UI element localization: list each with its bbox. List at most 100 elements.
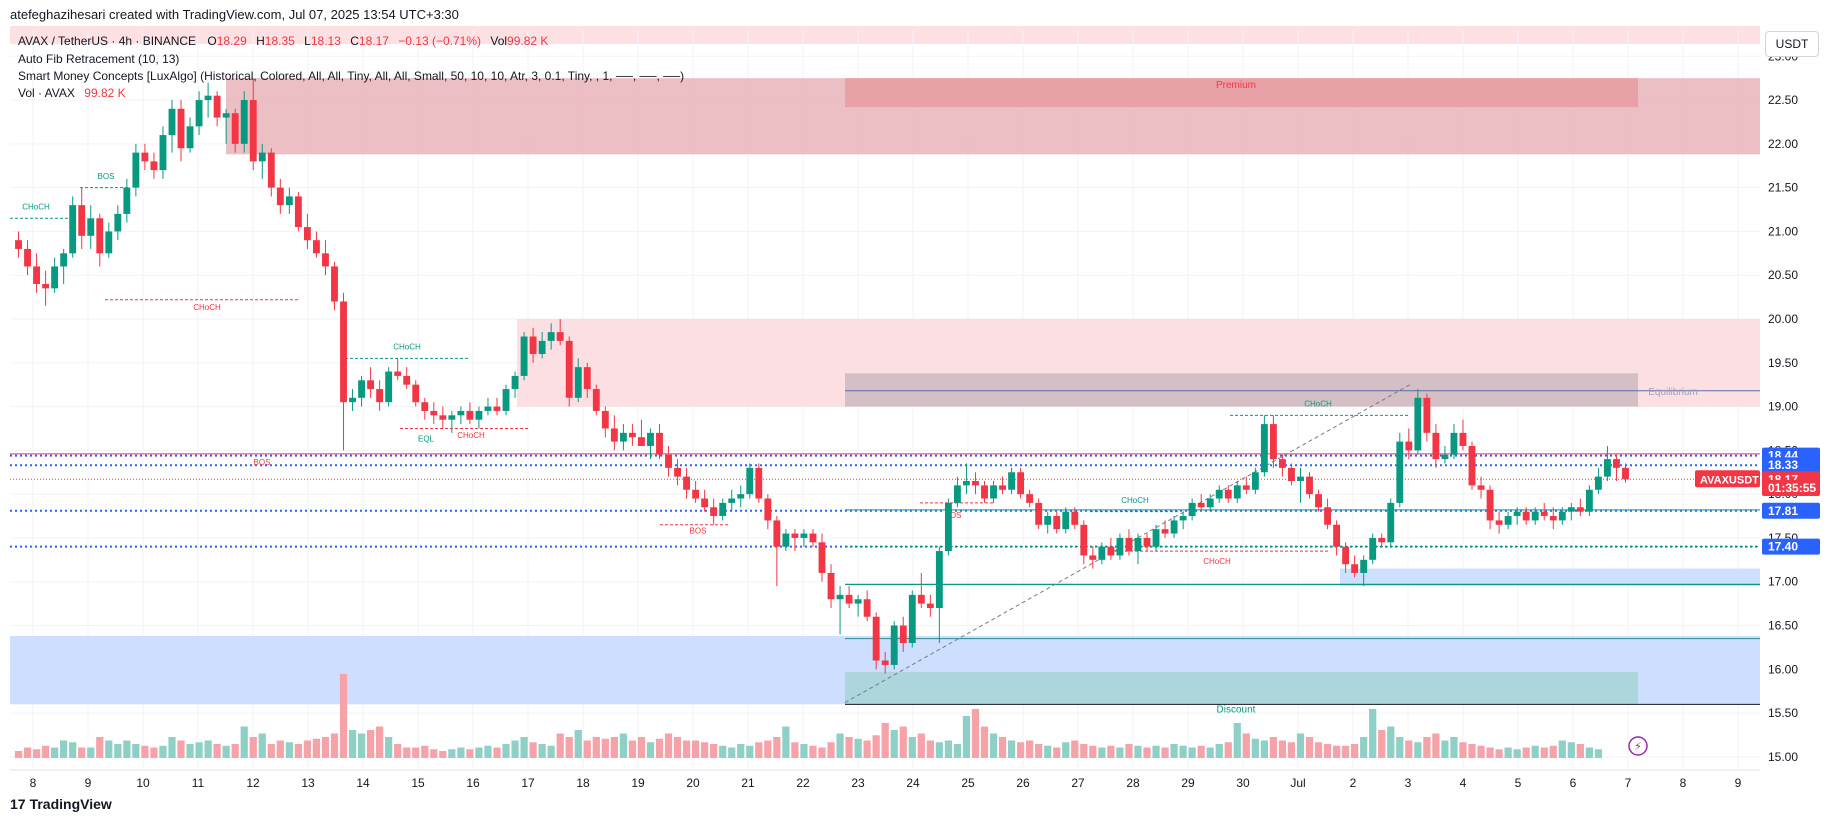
candle-body — [1134, 537, 1142, 552]
price-tick: 19.00 — [1768, 400, 1798, 414]
candle-body — [1206, 498, 1214, 508]
candle-body — [728, 498, 736, 503]
candle-body — [764, 498, 772, 521]
candle-body — [800, 533, 808, 538]
time-tick: 18 — [576, 776, 590, 790]
volume-bar — [1062, 742, 1070, 758]
volume-bar — [1125, 744, 1133, 758]
candle-body — [367, 380, 375, 390]
volume-bar — [1432, 733, 1440, 758]
candle-body — [1387, 502, 1395, 543]
volume-bar — [520, 737, 528, 758]
volume-bar — [168, 737, 176, 758]
candle-body — [186, 126, 194, 149]
candle-body — [990, 485, 997, 499]
candle-body — [1008, 472, 1016, 490]
time-tick: 30 — [1236, 776, 1250, 790]
candle-body — [1459, 432, 1467, 446]
candle-body — [1369, 537, 1377, 560]
candle-body — [619, 432, 627, 442]
volume-bar — [890, 730, 898, 758]
time-tick: 26 — [1016, 776, 1030, 790]
volume-bar — [14, 751, 23, 758]
volume-bar — [1323, 744, 1332, 758]
indicator-smc[interactable]: Smart Money Concepts [LuxAlgo] (Historic… — [18, 69, 685, 83]
volume-bar — [321, 737, 330, 758]
volume-bar — [1305, 737, 1314, 758]
candle-body — [1053, 516, 1061, 530]
candle-body — [1360, 559, 1368, 573]
candle-body — [1486, 489, 1494, 521]
volume-bar — [1459, 742, 1467, 758]
demand-zone — [1340, 568, 1760, 587]
candle-body — [1378, 537, 1386, 543]
volume-bar — [312, 738, 321, 758]
candle-body — [493, 406, 501, 411]
price-tick: 21.50 — [1768, 181, 1798, 195]
volume-bar — [1134, 745, 1142, 758]
candle-body — [538, 340, 546, 355]
candle-body — [628, 432, 636, 438]
time-tick: 27 — [1071, 776, 1085, 790]
candle-body — [15, 240, 22, 249]
volume-bar — [195, 742, 203, 758]
volume-bar — [105, 740, 113, 758]
indicator-volume-value: 99.82 K — [84, 86, 126, 100]
candle-body — [791, 533, 799, 538]
candle-body — [1333, 524, 1341, 547]
candle-body — [827, 572, 835, 600]
candle-body — [565, 340, 573, 398]
volume-bar — [1026, 740, 1034, 758]
tradingview-brand: TradingView — [29, 796, 112, 812]
candle-body — [1080, 524, 1088, 556]
volume-bar — [339, 674, 348, 758]
volume-bar — [1504, 747, 1512, 758]
volume-bar — [1143, 747, 1151, 758]
volume-bar — [547, 745, 555, 758]
volume-bar — [863, 740, 871, 758]
volume-bar — [1513, 749, 1521, 758]
candle-body — [51, 266, 59, 289]
volume-bar — [1396, 737, 1404, 758]
candle-body — [1233, 485, 1241, 499]
volume-bar — [1197, 745, 1205, 758]
candle-body — [908, 594, 916, 644]
volume-bar — [1017, 742, 1025, 758]
volume-bar — [574, 730, 582, 758]
volume-bar — [1387, 726, 1395, 758]
volume-bar — [448, 749, 456, 758]
volume-bar — [1161, 747, 1169, 758]
currency-selector[interactable]: USDT — [1765, 31, 1819, 57]
indicator-volume[interactable]: Vol · AVAX 99.82 K — [18, 86, 126, 100]
candle-body — [141, 152, 149, 162]
volume-bar — [610, 737, 618, 758]
low-label: L — [304, 34, 311, 48]
volume-bar — [583, 740, 591, 758]
candle-body — [412, 384, 420, 403]
volume-bar — [222, 745, 230, 758]
open-value: 18.29 — [216, 34, 247, 48]
candle-body — [1269, 424, 1277, 460]
candle-body — [1224, 489, 1232, 499]
tradingview-logo[interactable]: 17 TradingView — [10, 796, 112, 812]
candle-body — [1125, 537, 1133, 552]
volume-bar — [1278, 740, 1287, 758]
candle-body — [358, 380, 366, 398]
volume-bar — [1152, 745, 1160, 758]
price-tick: 16.50 — [1768, 619, 1798, 633]
candle-body — [222, 113, 230, 118]
candle-body — [1170, 520, 1178, 534]
time-tick: 7 — [1625, 776, 1632, 790]
indicator-fib[interactable]: Auto Fib Retracement (10, 13) — [18, 52, 180, 66]
volume-bar — [854, 738, 862, 758]
volume-bar — [484, 745, 492, 758]
candle-body — [1622, 467, 1629, 480]
time-tick: 20 — [686, 776, 700, 790]
symbol-name[interactable]: AVAX / TetherUS · 4h · BINANCE — [18, 34, 197, 48]
header-band — [10, 26, 1760, 44]
volume-bar — [782, 726, 790, 758]
time-tick: 11 — [192, 776, 205, 790]
volume-bar — [628, 740, 637, 758]
volume-bar — [1378, 730, 1386, 758]
